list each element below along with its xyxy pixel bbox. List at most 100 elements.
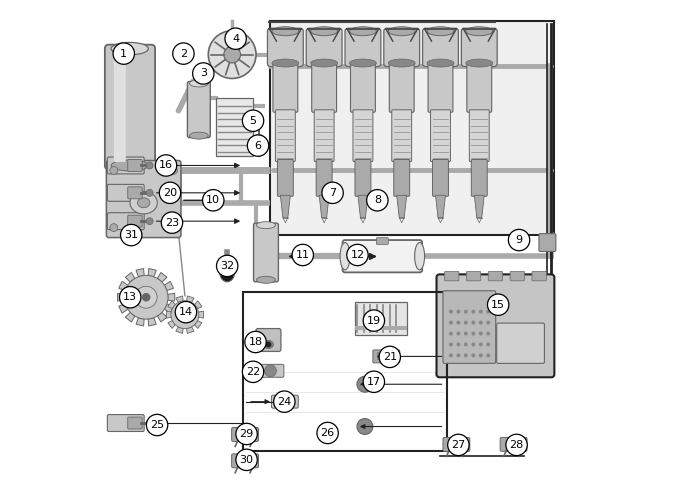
Text: 4: 4 xyxy=(232,34,239,43)
Circle shape xyxy=(125,276,168,319)
FancyBboxPatch shape xyxy=(127,417,142,429)
Text: 17: 17 xyxy=(367,377,381,387)
Text: 19: 19 xyxy=(367,316,381,326)
Circle shape xyxy=(236,449,258,470)
Circle shape xyxy=(146,218,153,224)
Circle shape xyxy=(486,354,490,358)
FancyBboxPatch shape xyxy=(466,272,481,281)
FancyBboxPatch shape xyxy=(260,364,284,378)
Circle shape xyxy=(449,342,453,346)
Polygon shape xyxy=(358,196,368,218)
Circle shape xyxy=(464,342,468,346)
Circle shape xyxy=(479,320,483,324)
Text: 6: 6 xyxy=(255,140,262,150)
Circle shape xyxy=(448,434,469,456)
FancyBboxPatch shape xyxy=(428,62,453,112)
Ellipse shape xyxy=(190,80,209,87)
FancyBboxPatch shape xyxy=(467,62,491,112)
FancyBboxPatch shape xyxy=(256,328,281,351)
FancyBboxPatch shape xyxy=(107,212,144,230)
Circle shape xyxy=(224,46,241,63)
Polygon shape xyxy=(397,196,407,218)
Circle shape xyxy=(209,30,256,78)
Ellipse shape xyxy=(111,42,148,55)
FancyBboxPatch shape xyxy=(216,98,253,156)
Circle shape xyxy=(357,376,373,392)
Polygon shape xyxy=(475,196,484,218)
FancyBboxPatch shape xyxy=(443,438,470,452)
Circle shape xyxy=(479,354,483,358)
FancyBboxPatch shape xyxy=(532,272,547,281)
Polygon shape xyxy=(187,327,194,334)
FancyBboxPatch shape xyxy=(423,28,459,66)
FancyBboxPatch shape xyxy=(469,110,489,162)
Ellipse shape xyxy=(137,198,150,207)
FancyBboxPatch shape xyxy=(471,160,487,196)
Polygon shape xyxy=(148,318,156,326)
Ellipse shape xyxy=(263,340,274,348)
Polygon shape xyxy=(281,196,290,218)
Circle shape xyxy=(236,424,258,444)
Text: 1: 1 xyxy=(120,48,127,58)
Circle shape xyxy=(110,166,118,174)
Polygon shape xyxy=(125,272,135,282)
Circle shape xyxy=(464,320,468,324)
Ellipse shape xyxy=(349,26,377,36)
Circle shape xyxy=(253,134,265,146)
FancyBboxPatch shape xyxy=(355,302,407,334)
Text: 31: 31 xyxy=(124,230,138,240)
Ellipse shape xyxy=(311,26,337,36)
Text: 30: 30 xyxy=(239,455,253,465)
Circle shape xyxy=(146,190,153,196)
Text: 14: 14 xyxy=(179,307,193,317)
Circle shape xyxy=(146,420,153,426)
Ellipse shape xyxy=(466,26,493,36)
Circle shape xyxy=(245,332,266,352)
Circle shape xyxy=(146,162,153,169)
Circle shape xyxy=(120,224,142,246)
Text: 22: 22 xyxy=(246,367,260,377)
Polygon shape xyxy=(319,196,329,218)
Circle shape xyxy=(242,110,264,132)
Circle shape xyxy=(146,414,168,436)
Circle shape xyxy=(202,190,224,211)
Text: 23: 23 xyxy=(165,218,179,228)
FancyBboxPatch shape xyxy=(272,395,298,408)
Polygon shape xyxy=(164,304,174,313)
Text: 18: 18 xyxy=(248,337,262,347)
Polygon shape xyxy=(435,196,445,218)
Text: 26: 26 xyxy=(321,428,335,438)
Circle shape xyxy=(363,371,384,392)
Polygon shape xyxy=(199,311,204,318)
FancyBboxPatch shape xyxy=(353,110,373,162)
Circle shape xyxy=(487,294,509,316)
Text: 11: 11 xyxy=(296,250,310,260)
FancyBboxPatch shape xyxy=(539,234,556,252)
Ellipse shape xyxy=(340,242,350,270)
FancyBboxPatch shape xyxy=(355,160,371,196)
Circle shape xyxy=(171,300,199,328)
FancyBboxPatch shape xyxy=(253,223,279,282)
FancyBboxPatch shape xyxy=(232,454,258,468)
Circle shape xyxy=(449,320,453,324)
FancyBboxPatch shape xyxy=(351,62,375,112)
Polygon shape xyxy=(167,311,172,318)
Circle shape xyxy=(113,43,134,64)
Circle shape xyxy=(169,224,178,232)
Ellipse shape xyxy=(414,242,425,270)
Circle shape xyxy=(346,244,368,266)
Polygon shape xyxy=(176,296,183,302)
FancyBboxPatch shape xyxy=(107,184,144,202)
Polygon shape xyxy=(187,296,194,302)
Circle shape xyxy=(456,342,461,346)
Text: 10: 10 xyxy=(206,196,220,205)
Ellipse shape xyxy=(389,26,415,36)
Circle shape xyxy=(193,63,214,84)
Circle shape xyxy=(486,332,490,336)
Circle shape xyxy=(216,255,238,276)
Circle shape xyxy=(479,332,483,336)
FancyBboxPatch shape xyxy=(377,238,389,244)
Text: 2: 2 xyxy=(180,48,187,58)
Text: 25: 25 xyxy=(150,420,164,430)
Circle shape xyxy=(506,434,527,456)
